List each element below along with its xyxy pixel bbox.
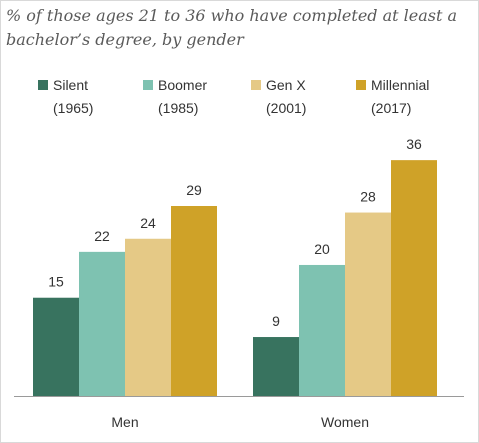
data-label-women-millennial: 36 xyxy=(406,136,422,152)
bar-women-millennial xyxy=(391,160,437,396)
data-label-men-genx: 24 xyxy=(140,215,156,231)
category-label-men: Men xyxy=(111,414,138,430)
bar-men-millennial xyxy=(171,206,217,396)
data-label-men-millennial: 29 xyxy=(186,182,202,198)
data-label-men-silent: 15 xyxy=(48,274,64,290)
bar-women-boomer xyxy=(299,265,345,396)
bar-men-boomer xyxy=(79,252,125,396)
data-label-women-boomer: 20 xyxy=(314,241,330,257)
data-label-women-silent: 9 xyxy=(272,313,280,329)
bar-women-genx xyxy=(345,213,391,396)
category-label-women: Women xyxy=(321,414,369,430)
bar-men-genx xyxy=(125,239,171,396)
data-label-women-genx: 28 xyxy=(360,189,376,205)
bar-women-silent xyxy=(253,337,299,396)
bar-men-silent xyxy=(33,298,79,396)
data-label-men-boomer: 22 xyxy=(94,228,110,244)
